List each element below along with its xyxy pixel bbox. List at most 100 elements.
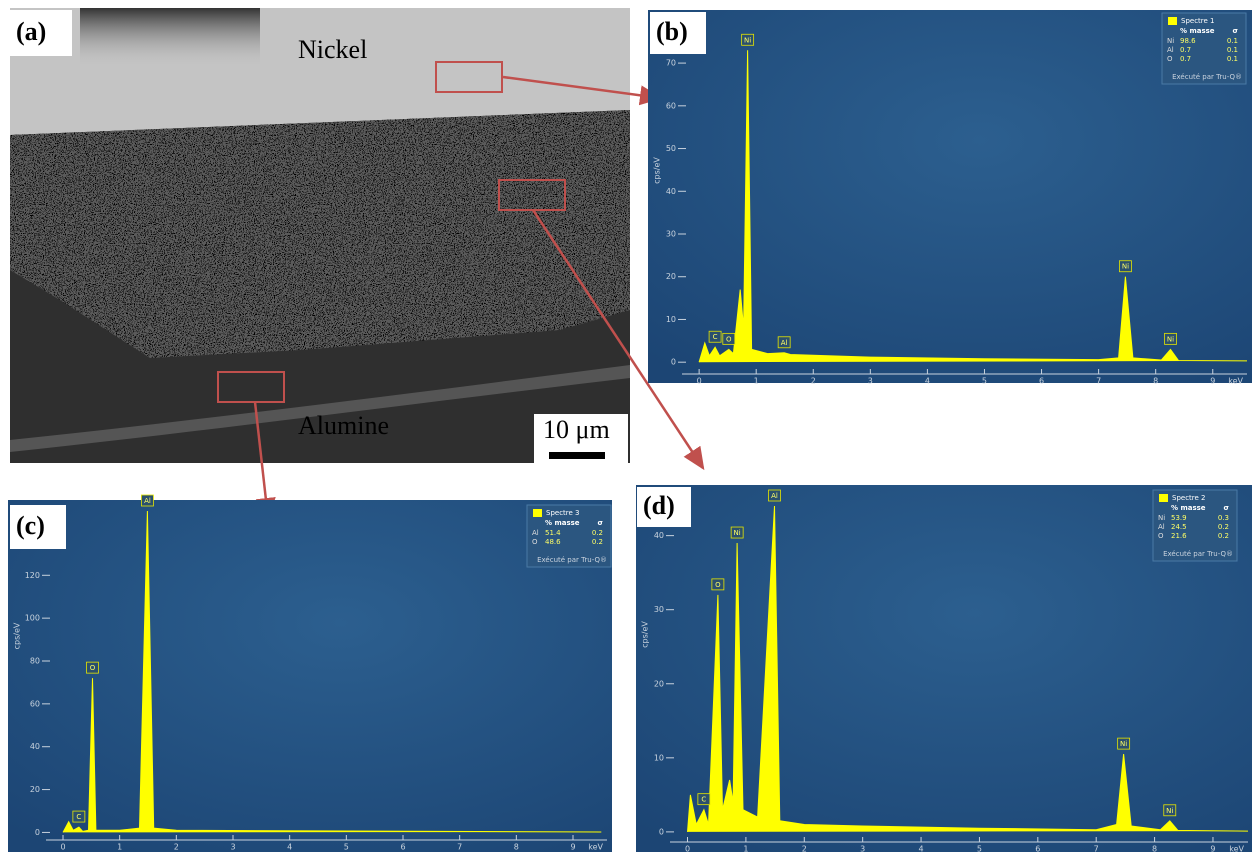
spectrum	[62, 510, 602, 833]
legend-element: Al	[1158, 523, 1165, 531]
peak-label-box	[741, 33, 755, 46]
peak-label-box	[141, 494, 154, 507]
legend-sigma: 0.2	[592, 538, 603, 546]
peak-label: Ni	[734, 529, 741, 537]
y-axis-label: cps/eV	[13, 622, 22, 649]
x-tick-label: 0	[685, 845, 690, 852]
legend-column: σ	[598, 519, 604, 527]
peak-label: Al	[144, 497, 151, 505]
legend-title: Spectre 1	[1181, 17, 1215, 25]
legend-column: % masse	[545, 519, 580, 527]
panel-label-box	[637, 487, 691, 527]
legend-column: σ	[1233, 27, 1239, 35]
x-tick-label: 8	[1153, 377, 1158, 386]
x-tick-label: 5	[982, 377, 987, 386]
y-tick-label: 20	[30, 785, 40, 794]
legend-element: Al	[1167, 46, 1174, 54]
x-tick-label: 7	[1094, 845, 1099, 852]
x-tick-label: 2	[802, 845, 807, 852]
panel-label: (b)	[656, 17, 688, 46]
peak-label: C	[76, 813, 81, 821]
legend-sigma: 0.2	[1218, 532, 1229, 540]
y-tick-label: 40	[30, 742, 40, 751]
peak-label-box	[1119, 260, 1132, 273]
x-axis-label: keV	[588, 843, 603, 852]
y-tick-label: 0	[35, 828, 40, 837]
arrows	[253, 75, 705, 521]
legend-sigma: 0.3	[1218, 514, 1229, 522]
sem-image: (a) Nickel Alumine 10 μm	[10, 8, 630, 463]
legend-column: σ	[1224, 504, 1230, 512]
peak-label-box	[768, 489, 781, 502]
legend-swatch	[533, 509, 542, 517]
x-axis-label: keV	[1229, 845, 1244, 852]
chart-background	[8, 500, 612, 852]
peak-label: Al	[771, 492, 778, 500]
y-axis-label: cps/eV	[641, 621, 650, 648]
legend-sigma: 0.1	[1227, 55, 1238, 63]
x-tick-label: 3	[868, 377, 873, 386]
y-tick-label: 70	[666, 59, 676, 68]
x-tick-label: 3	[860, 845, 865, 852]
peak-label: Ni	[744, 36, 751, 44]
peak-label-box	[72, 810, 86, 823]
panel-label: (d)	[643, 491, 675, 520]
x-axis-label: keV	[1228, 377, 1243, 386]
x-tick-label: 6	[1035, 845, 1040, 852]
y-axis-label: cps/eV	[653, 157, 662, 184]
scale-bar-label: 10 μm	[543, 415, 610, 444]
panel-label: (a)	[16, 17, 46, 46]
x-tick-label: 6	[1039, 377, 1044, 386]
x-tick-label: 9	[1210, 845, 1215, 852]
x-tick-label: 3	[230, 843, 235, 852]
legend-sigma: 0.2	[592, 529, 603, 537]
legend-mass: 0.7	[1180, 55, 1191, 63]
y-tick-label: 20	[654, 679, 664, 688]
x-tick-label: 5	[344, 843, 349, 852]
y-tick-label: 60	[30, 699, 40, 708]
legend-note: Exécuté par Tru-Q®	[1172, 73, 1242, 81]
x-tick-label: 0	[60, 843, 65, 852]
peak-label: O	[90, 664, 96, 672]
legend-title: Spectre 2	[1172, 494, 1206, 502]
peak-label: Ni	[1167, 335, 1174, 343]
y-tick-label: 50	[666, 144, 676, 153]
peak-label-box	[730, 526, 744, 539]
legend-element: Ni	[1167, 37, 1174, 45]
legend-sigma: 0.1	[1227, 37, 1238, 45]
legend-mass: 53.9	[1171, 514, 1187, 522]
peak-label: C	[701, 796, 706, 804]
peak-label: Al	[781, 339, 788, 347]
peak-label-box	[1164, 332, 1177, 345]
peak-label: Ni	[1120, 740, 1127, 748]
x-tick-label: 7	[1096, 377, 1101, 386]
legend-column: % masse	[1171, 504, 1206, 512]
legend-element: Ni	[1158, 514, 1165, 522]
x-tick-label: 0	[697, 377, 702, 386]
peak-label-box	[1117, 737, 1131, 750]
peak-label-box	[711, 578, 725, 591]
peak-label: O	[715, 581, 721, 589]
peak-label: O	[726, 335, 732, 343]
y-tick-label: 120	[25, 571, 40, 580]
x-tick-label: 9	[570, 843, 575, 852]
peak-label: C	[713, 333, 718, 341]
y-tick-label: 60	[666, 101, 676, 110]
y-tick-label: 10	[654, 753, 664, 762]
legend-swatch	[1159, 494, 1168, 502]
x-tick-label: 4	[925, 377, 930, 386]
legend-mass: 0.7	[1180, 46, 1191, 54]
x-tick-label: 2	[811, 377, 816, 386]
region-label: Alumine	[298, 411, 389, 440]
x-tick-label: 8	[514, 843, 519, 852]
y-tick-label: 0	[659, 827, 664, 836]
spectrum	[687, 505, 1249, 832]
y-tick-label: 0	[671, 358, 676, 367]
x-tick-label: 5	[977, 845, 982, 852]
legend-note: Exécuté par Tru-Q®	[537, 556, 607, 564]
y-tick-label: 30	[666, 230, 676, 239]
legend-sigma: 0.2	[1218, 523, 1229, 531]
y-tick-label: 10	[666, 315, 676, 324]
